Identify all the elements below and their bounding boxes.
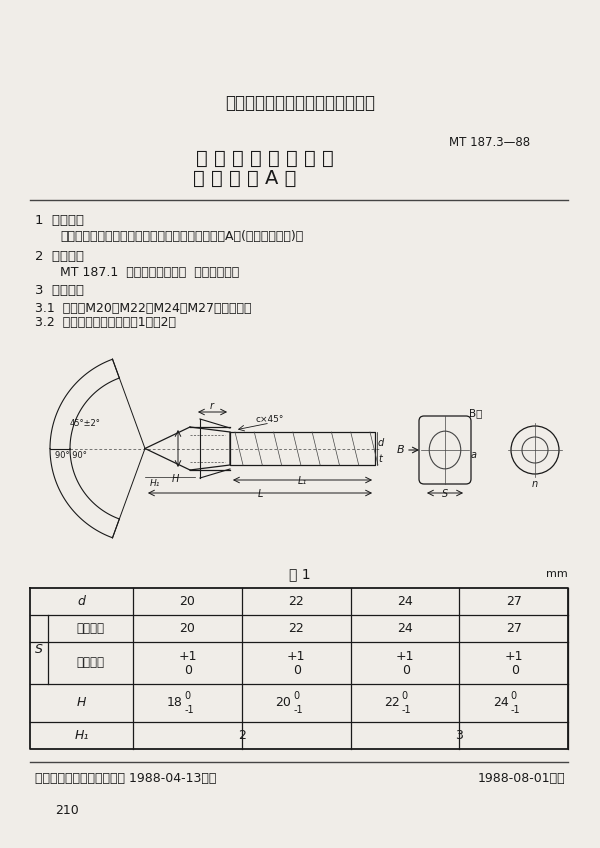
Text: H: H [172, 473, 179, 483]
Text: 22: 22 [288, 595, 304, 608]
Text: 24: 24 [397, 622, 413, 635]
Text: 0: 0 [511, 691, 517, 701]
Text: 1  适用范围: 1 适用范围 [35, 214, 84, 226]
Text: -1: -1 [184, 705, 194, 715]
Text: 刮 板 输 送 机 紧 固 件: 刮 板 输 送 机 紧 固 件 [196, 148, 334, 168]
Text: mm: mm [546, 569, 568, 579]
Text: L: L [257, 489, 263, 499]
Text: L₁: L₁ [298, 476, 307, 486]
Text: 中华人民共和国煤炭工业部 1988-04-13批准: 中华人民共和国煤炭工业部 1988-04-13批准 [35, 772, 217, 784]
Text: -1: -1 [402, 705, 412, 715]
Text: +1: +1 [505, 650, 523, 662]
Text: 3.2  型式、尺寸见下图及表1和表2。: 3.2 型式、尺寸见下图及表1和表2。 [35, 316, 176, 330]
Text: 24: 24 [397, 595, 413, 608]
Text: H: H [77, 696, 86, 710]
Text: 0: 0 [184, 691, 191, 701]
Text: -1: -1 [293, 705, 303, 715]
Text: H₁: H₁ [74, 729, 89, 742]
Text: 210: 210 [55, 804, 79, 817]
Text: 2: 2 [238, 729, 245, 742]
Text: 2  引用标准: 2 引用标准 [35, 249, 84, 263]
Text: 极限偏差: 极限偏差 [77, 656, 104, 670]
Text: 27: 27 [506, 595, 521, 608]
Text: 中华人民共和国煤炭工业部部标准: 中华人民共和国煤炭工业部部标准 [225, 94, 375, 112]
Text: r: r [210, 401, 214, 411]
Text: MT 187.1  刮板输送机紧固件  螺栓技术条件: MT 187.1 刮板输送机紧固件 螺栓技术条件 [60, 266, 239, 280]
Text: 0: 0 [181, 665, 193, 678]
Text: +1: +1 [287, 650, 305, 662]
Text: B向: B向 [469, 408, 482, 418]
Text: 27: 27 [506, 622, 521, 635]
Text: 1988-08-01实施: 1988-08-01实施 [478, 772, 565, 784]
Text: 基本尺寸: 基本尺寸 [77, 622, 104, 635]
Text: +1: +1 [178, 650, 197, 662]
Text: n: n [532, 479, 538, 489]
Text: 0: 0 [402, 691, 408, 701]
Text: 3: 3 [455, 729, 463, 742]
Text: 3  产品分类: 3 产品分类 [35, 284, 84, 298]
Text: MT 187.3—88: MT 187.3—88 [449, 136, 530, 148]
Text: 20: 20 [179, 622, 196, 635]
Text: a: a [471, 450, 477, 460]
Text: 0: 0 [293, 691, 299, 701]
Text: d: d [378, 438, 384, 448]
Text: 90° 90°: 90° 90° [55, 450, 87, 460]
Text: 0: 0 [399, 665, 411, 678]
Text: B: B [397, 445, 404, 455]
Text: 3.1  产品有M20、M22、M24和M27四种规格。: 3.1 产品有M20、M22、M24和M27四种规格。 [35, 302, 251, 315]
Text: S: S [442, 489, 448, 499]
Text: S: S [35, 643, 43, 656]
Text: 20: 20 [275, 696, 291, 710]
Text: H₁: H₁ [150, 478, 160, 488]
Text: 表 1: 表 1 [289, 567, 311, 581]
Text: +1: +1 [395, 650, 414, 662]
Text: c×45°: c×45° [256, 415, 284, 423]
Text: 棱 头 螺 栓 A 型: 棱 头 螺 栓 A 型 [193, 169, 296, 187]
Text: 0: 0 [508, 665, 520, 678]
Text: 24: 24 [493, 696, 509, 710]
Text: d: d [77, 595, 85, 608]
Text: -1: -1 [511, 705, 520, 715]
Text: 本标准适用于煤矿井下刮板输送机采用的棱头螺栓A型(以下简称螺栓)。: 本标准适用于煤矿井下刮板输送机采用的棱头螺栓A型(以下简称螺栓)。 [60, 231, 303, 243]
Text: 0: 0 [290, 665, 302, 678]
Text: 22: 22 [384, 696, 400, 710]
Text: 18: 18 [167, 696, 182, 710]
Text: 20: 20 [179, 595, 196, 608]
Text: 45°±2°: 45°±2° [70, 419, 101, 427]
Text: 22: 22 [288, 622, 304, 635]
Text: t: t [378, 454, 382, 464]
